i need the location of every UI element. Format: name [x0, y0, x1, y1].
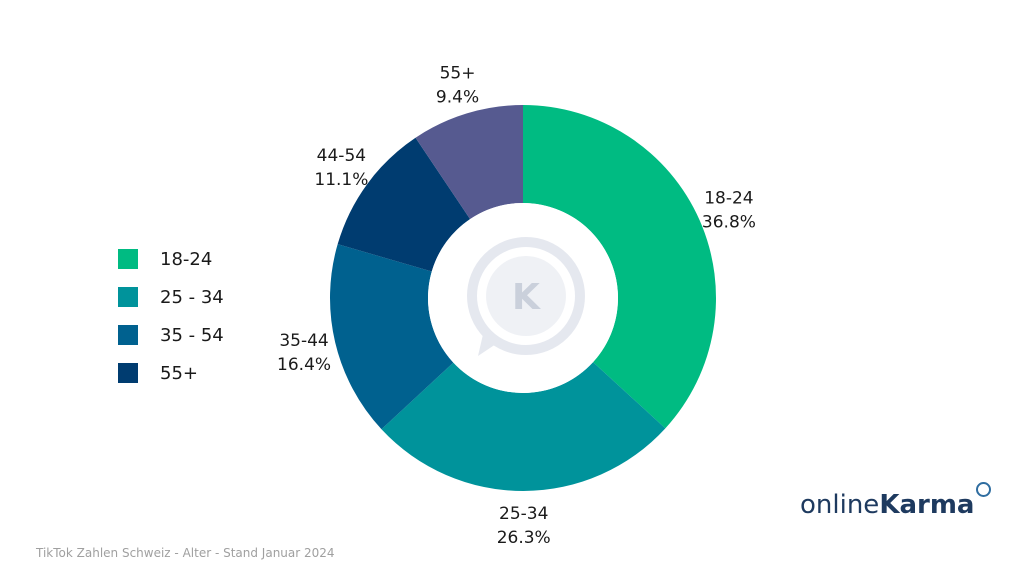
brand-part-karma: Karma [879, 490, 975, 520]
brand-circle-icon [976, 482, 992, 497]
slice-44-54 [337, 137, 471, 272]
slice-category-label: 55+ [440, 64, 476, 84]
legend-item: 18-24 [118, 240, 224, 278]
legend-swatch [118, 325, 138, 345]
brand-part-online: online [800, 490, 880, 520]
slice-55+ [415, 105, 523, 220]
legend-swatch [118, 287, 138, 307]
legend-label: 25 - 34 [160, 286, 224, 308]
legend-item: 25 - 34 [118, 278, 224, 316]
brand-logo: online Karma [800, 482, 992, 520]
slice-value-label: 9.4% [436, 88, 479, 108]
slice-25-34 [381, 362, 666, 491]
slice-category-label: 35-44 [279, 331, 328, 351]
legend-swatch [118, 249, 138, 269]
slice-category-label: 18-24 [704, 188, 753, 208]
logo-letter: K [512, 277, 541, 318]
legend-label: 18-24 [160, 248, 213, 270]
slice-value-label: 26.3% [497, 528, 551, 548]
slice-value-label: 11.1% [314, 170, 368, 190]
center-logo-icon: K [428, 203, 618, 393]
slice-value-label: 36.8% [702, 212, 756, 232]
slice-18-24 [523, 105, 716, 429]
footer-caption: TikTok Zahlen Schweiz - Alter - Stand Ja… [36, 546, 335, 560]
legend: 18-24 25 - 34 35 - 54 55+ [118, 240, 224, 392]
legend-item: 35 - 54 [118, 316, 224, 354]
legend-label: 55+ [160, 362, 198, 384]
legend-item: 55+ [118, 354, 224, 392]
slice-category-label: 44-54 [317, 146, 366, 166]
slice-category-label: 25-34 [499, 504, 548, 524]
legend-swatch [118, 363, 138, 383]
slice-value-label: 16.4% [277, 355, 331, 375]
slice-35-44 [330, 244, 454, 430]
legend-label: 35 - 54 [160, 324, 224, 346]
